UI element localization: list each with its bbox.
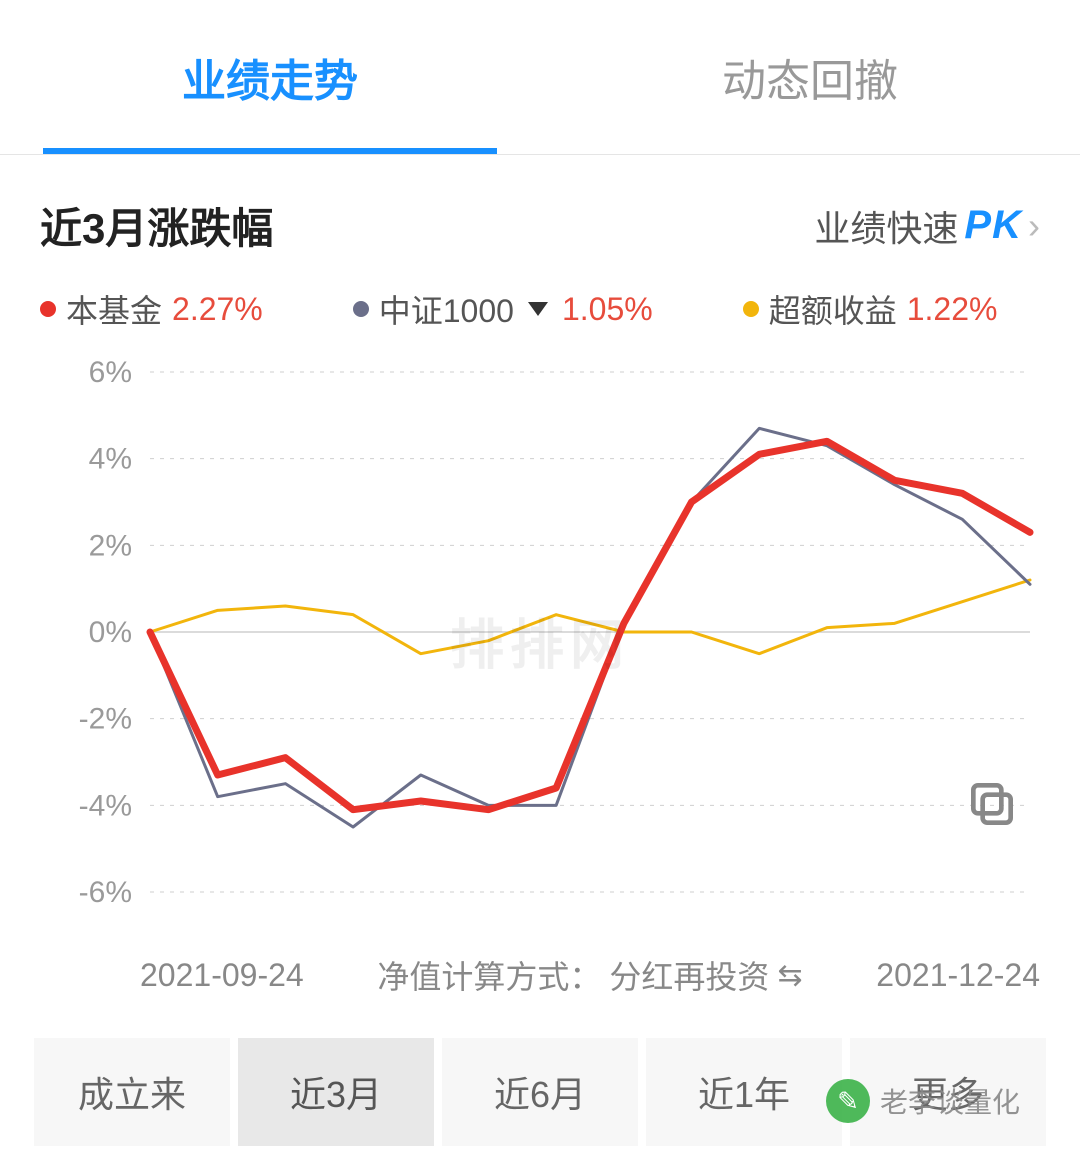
- dot-icon: [353, 301, 369, 317]
- svg-text:2%: 2%: [89, 529, 132, 562]
- legend-item-index[interactable]: 中证1000 1.05%: [353, 286, 653, 332]
- pk-compare-link[interactable]: 业绩快速 PK ›: [814, 200, 1040, 252]
- tab-performance[interactable]: 业绩走势: [0, 0, 540, 154]
- svg-text:6%: 6%: [89, 356, 132, 389]
- pk-text: PK: [964, 203, 1022, 248]
- top-tabs: 业绩走势 动态回撤: [0, 0, 1080, 155]
- nv-value: 分红再投资: [609, 952, 769, 998]
- xaxis-end: 2021-12-24: [876, 957, 1040, 994]
- subheader: 近3月涨跌幅 业绩快速 PK ›: [0, 155, 1080, 276]
- chart-area: -6%-4%-2%0%2%4%6% 排排网: [0, 352, 1080, 952]
- wechat-icon: ✎: [826, 1079, 870, 1123]
- legend-value: 1.05%: [562, 291, 653, 328]
- caret-down-icon: [528, 302, 548, 316]
- svg-text:-6%: -6%: [79, 876, 132, 909]
- svg-text:-2%: -2%: [79, 703, 132, 736]
- dot-icon: [743, 301, 759, 317]
- svg-text:0%: 0%: [89, 616, 132, 649]
- xaxis-labels: 2021-09-24 净值计算方式： 分红再投资 ⇆ 2021-12-24: [0, 952, 1080, 998]
- svg-text:4%: 4%: [89, 443, 132, 476]
- period-tab-1y[interactable]: 近1年: [646, 1038, 842, 1146]
- legend-item-fund[interactable]: 本基金 2.27%: [40, 286, 263, 332]
- period-label: 成立来: [78, 1074, 186, 1115]
- period-label: 近1年: [698, 1074, 790, 1115]
- xaxis-start: 2021-09-24: [140, 957, 304, 994]
- period-label: 近6月: [494, 1074, 586, 1115]
- period-label: 近3月: [290, 1074, 382, 1115]
- swap-icon: ⇆: [777, 958, 802, 993]
- tab-drawdown[interactable]: 动态回撤: [540, 0, 1080, 154]
- legend-label: 中证1000: [379, 286, 514, 332]
- period-tab-since[interactable]: 成立来: [34, 1038, 230, 1146]
- tab-label: 动态回撤: [722, 45, 898, 109]
- legend-value: 1.22%: [907, 291, 998, 328]
- chart-title: 近3月涨跌幅: [40, 195, 273, 256]
- legend: 本基金 2.27% 中证1000 1.05% 超额收益 1.22%: [0, 276, 1080, 352]
- svg-text:-4%: -4%: [79, 789, 132, 822]
- legend-value: 2.27%: [172, 291, 263, 328]
- line-chart[interactable]: -6% -4% -2% 0% 2% 4% 6%: [40, 352, 1040, 952]
- period-tab-6m[interactable]: 近6月: [442, 1038, 638, 1146]
- source-watermark: ✎ 老李谈量化: [826, 1079, 1020, 1123]
- tab-label: 业绩走势: [182, 45, 358, 109]
- chevron-right-icon: ›: [1028, 205, 1040, 247]
- source-text: 老李谈量化: [880, 1081, 1020, 1121]
- legend-label: 超额收益: [769, 286, 897, 332]
- copy-icon[interactable]: [964, 776, 1020, 832]
- legend-label: 本基金: [66, 286, 162, 332]
- dot-icon: [40, 301, 56, 317]
- pk-prefix: 业绩快速: [814, 200, 958, 252]
- nv-label: 净值计算方式：: [377, 952, 601, 998]
- nv-mode[interactable]: 净值计算方式： 分红再投资 ⇆: [377, 952, 802, 998]
- legend-item-excess[interactable]: 超额收益 1.22%: [743, 286, 998, 332]
- period-tab-3m[interactable]: 近3月: [238, 1038, 434, 1146]
